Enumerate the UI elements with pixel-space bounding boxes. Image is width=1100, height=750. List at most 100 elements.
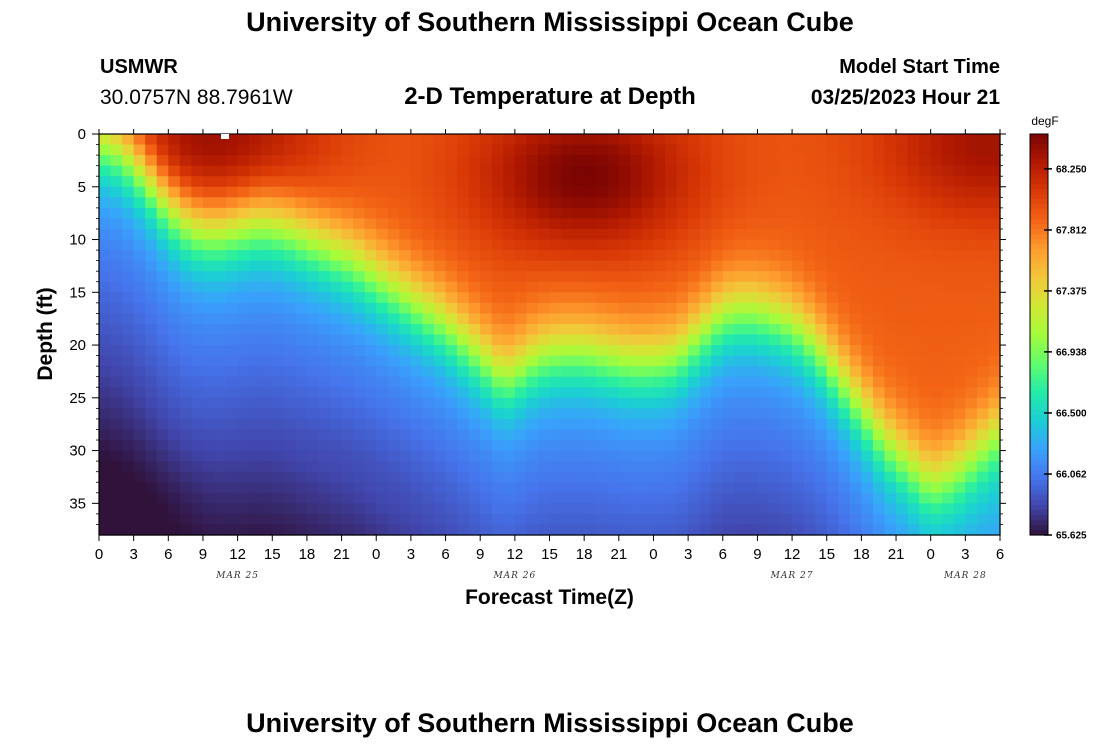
heatmap-cell [953,271,966,283]
heatmap-cell [214,492,227,504]
colorbar-tick-label: 65.625 [1056,531,1087,542]
heatmap-cell [376,144,389,156]
heatmap-cell [214,260,227,272]
heatmap-cell [364,302,377,314]
heatmap-cell [757,186,770,198]
heatmap-cell [549,165,562,177]
heatmap-cell [780,250,793,262]
heatmap-cell [226,313,239,325]
heatmap-cell [688,418,701,431]
heatmap-cell [653,313,666,325]
heatmap-cell [561,228,574,241]
heatmap-cell [526,334,539,346]
heatmap-cell [711,450,724,462]
heatmap-cell [745,440,759,452]
heatmap-cell [445,450,458,462]
heatmap-cell [341,134,354,146]
heatmap-cell [595,197,608,209]
heatmap-cell [295,134,308,146]
heatmap-cell [711,366,724,378]
heatmap-cell [376,302,389,314]
heatmap-cell [919,250,932,262]
heatmap-cell [503,355,516,367]
heatmap-cell [942,323,955,336]
heatmap-cell [780,323,793,336]
heatmap-cell [965,239,978,251]
heatmap-cell [722,524,735,536]
heatmap-cell [410,503,424,515]
heatmap-cell [919,471,932,483]
colorbar-frame [1029,133,1049,536]
heatmap-cell [757,366,770,378]
heatmap-cell [641,271,655,283]
heatmap-cell [688,323,701,336]
heatmap-cell [491,250,504,262]
heatmap-cell [676,429,689,441]
heatmap-cell [387,482,400,494]
heatmap-cell [884,334,897,346]
heatmap-cell [226,345,239,357]
heatmap-cell [826,186,839,198]
heatmap-cell [191,155,204,167]
heatmap-cell [353,134,366,146]
heatmap-cell [99,440,112,452]
heatmap-cell [168,176,181,188]
heatmap-cell [168,345,181,357]
heatmap-cell [122,418,135,431]
heatmap-cell [653,260,666,272]
heatmap-cell [641,376,655,388]
heatmap-cell [306,471,320,483]
heatmap-cell [665,292,678,304]
heatmap-cell [260,239,273,251]
heatmap-cell [433,228,447,241]
heatmap-cell [133,144,146,156]
heatmap-cell [491,281,504,293]
heatmap-cell [896,176,909,188]
heatmap-cell [260,513,273,526]
station-id: USMWR [100,56,178,78]
heatmap-cell [942,239,955,251]
heatmap-cell [584,323,597,336]
heatmap-cell [780,450,793,462]
heatmap-cell [491,186,504,198]
heatmap-cell [630,387,643,399]
heatmap-cell [630,334,643,346]
heatmap-cell [202,239,216,251]
heatmap-cell [641,355,655,367]
heatmap-cell [445,260,458,272]
heatmap-cell [480,397,493,409]
heatmap-cell [168,397,181,409]
heatmap-cell [815,155,828,167]
x-tick-label: 9 [753,546,761,563]
heatmap-cell [976,281,990,293]
heatmap-cell [561,513,574,526]
heatmap-cell [226,292,239,304]
heatmap-cell [202,366,216,378]
heatmap-cell [168,313,181,325]
heatmap-cell [376,323,389,336]
heatmap-cell [676,271,689,283]
heatmap-cell [757,260,770,272]
heatmap-cell [815,186,828,198]
heatmap-cell [156,461,169,473]
heatmap-cell [572,271,585,283]
colorbar-step [1030,319,1048,326]
heatmap-cell [514,418,527,431]
heatmap-cell [110,492,123,504]
heatmap-cell [826,197,839,209]
heatmap-cell [168,355,181,367]
heatmap-cell [433,302,447,314]
heatmap-cell [133,376,146,388]
heatmap-cell [953,197,966,209]
heatmap-cell [734,218,747,230]
heatmap-cell [757,524,770,536]
heatmap-cell [318,366,331,378]
heatmap-cell [792,366,805,378]
heatmap-cell [976,376,990,388]
heatmap-cell [480,186,493,198]
heatmap-cell [491,429,504,441]
heatmap-cell [260,471,273,483]
heatmap-cell [191,260,204,272]
colorbar-step [1030,299,1048,306]
colorbar-step [1030,479,1048,486]
